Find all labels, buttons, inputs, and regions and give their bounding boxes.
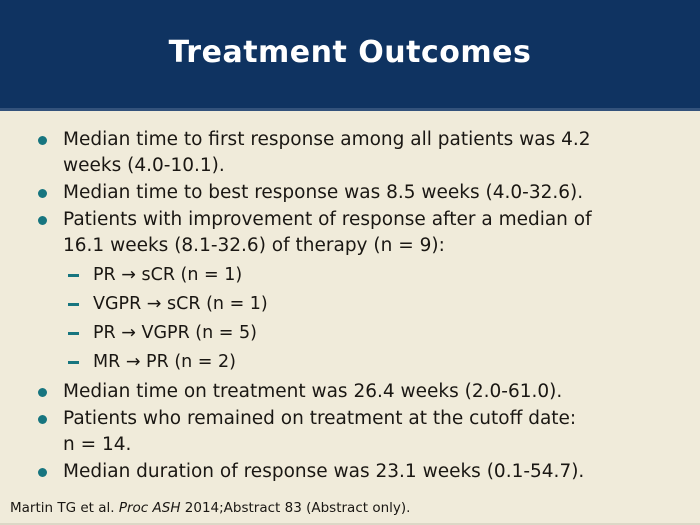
bullet-item: Patients who remained on treatment at th…	[38, 406, 680, 458]
bullet-item: Median time to best response was 8.5 wee…	[38, 180, 680, 206]
bullet-icon	[38, 468, 47, 477]
bullet-item: Median duration of response was 23.1 wee…	[38, 459, 680, 485]
sub-bullet-item: VGPR → sCR (n = 1)	[68, 290, 680, 319]
dash-icon	[68, 303, 79, 306]
dash-icon	[68, 361, 79, 364]
bullet-icon	[38, 415, 47, 424]
bullet-item: Patients with improvement of response af…	[38, 207, 680, 259]
bullet-text: Patients who remained on treatment at th…	[63, 408, 577, 455]
bullet-icon	[38, 189, 47, 198]
sub-bullet-text: PR → VGPR (n = 5)	[93, 323, 257, 343]
dash-icon	[68, 332, 79, 335]
bullet-text: Median time to best response was 8.5 wee…	[63, 182, 584, 203]
bullet-text: Median duration of response was 23.1 wee…	[63, 461, 585, 482]
bullet-list: Median time to first response among all …	[38, 127, 680, 485]
bullet-icon	[38, 216, 47, 225]
dash-icon	[68, 274, 79, 277]
bullet-icon	[38, 136, 47, 145]
bullet-text: Median time on treatment was 26.4 weeks …	[63, 381, 563, 402]
bottom-edge-divider	[0, 523, 700, 525]
sub-bullet-text: VGPR → sCR (n = 1)	[93, 294, 268, 314]
slide-title: Treatment Outcomes	[168, 34, 532, 70]
sub-bullet-item: PR → sCR (n = 1)	[68, 261, 680, 290]
title-banner: Treatment Outcomes	[0, 0, 700, 111]
bullet-text: Median time to first response among all …	[63, 129, 591, 176]
sub-bullet-text: PR → sCR (n = 1)	[93, 265, 243, 285]
sub-bullet-list: PR → sCR (n = 1) VGPR → sCR (n = 1) PR →…	[68, 261, 680, 377]
sub-bullet-item: PR → VGPR (n = 5)	[68, 319, 680, 348]
slide-body: Median time to first response among all …	[38, 111, 680, 486]
citation-detail: 2014;Abstract 83 (Abstract only).	[180, 500, 411, 516]
bullet-item: Median time on treatment was 26.4 weeks …	[38, 379, 680, 405]
sub-bullet-item: MR → PR (n = 2)	[68, 348, 680, 377]
bullet-text: Patients with improvement of response af…	[63, 209, 592, 256]
bullet-icon	[38, 388, 47, 397]
citation-journal: Proc ASH	[118, 500, 181, 516]
sub-bullet-text: MR → PR (n = 2)	[93, 352, 236, 372]
citation: Martin TG et al. Proc ASH 2014;Abstract …	[10, 500, 410, 516]
sub-bullet-group: PR → sCR (n = 1) VGPR → sCR (n = 1) PR →…	[38, 261, 680, 377]
bullet-item: Median time to first response among all …	[38, 127, 680, 179]
citation-authors: Martin TG et al.	[10, 500, 119, 516]
